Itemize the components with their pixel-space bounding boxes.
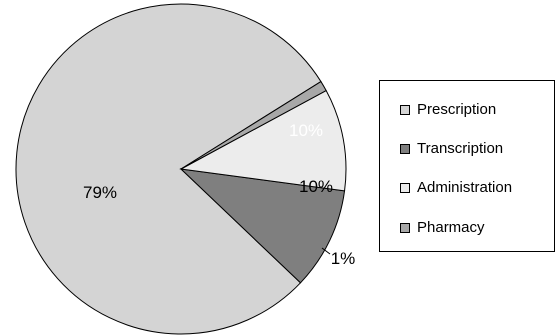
legend-label-prescription: Prescription (417, 101, 497, 118)
legend-label-administration: Administration (417, 179, 513, 196)
pie-slice-administration (179, 89, 347, 192)
pie-slice-prescription (15, 3, 322, 335)
legend-label-pharmacy: Pharmacy (417, 219, 485, 236)
pie-chart: 79% 10% 10% 1% (15, 3, 356, 335)
legend-item-prescription: Prescription (400, 101, 496, 118)
legend-swatch-prescription (400, 104, 410, 115)
data-label-prescription: 79% (83, 183, 117, 202)
data-label-administration: 10% (299, 177, 333, 196)
legend-swatch-administration (400, 182, 410, 193)
pharmacy-leader-line (321, 247, 331, 255)
data-label-pharmacy: 1% (331, 249, 356, 268)
legend-item-administration: Administration (400, 179, 512, 196)
pie-slices (15, 3, 347, 335)
legend-item-transcription: Transcription (400, 140, 503, 157)
pie-slice-pharmacy (180, 80, 327, 170)
legend-label-transcription: Transcription (417, 140, 504, 157)
data-label-transcription: 10% (289, 121, 323, 140)
legend-swatch-pharmacy (400, 222, 410, 233)
pie-slice-transcription (179, 168, 346, 284)
legend-item-pharmacy: Pharmacy (400, 219, 485, 236)
legend-swatch-transcription (400, 143, 410, 154)
legend: Prescription Transcription Administratio… (379, 80, 555, 252)
